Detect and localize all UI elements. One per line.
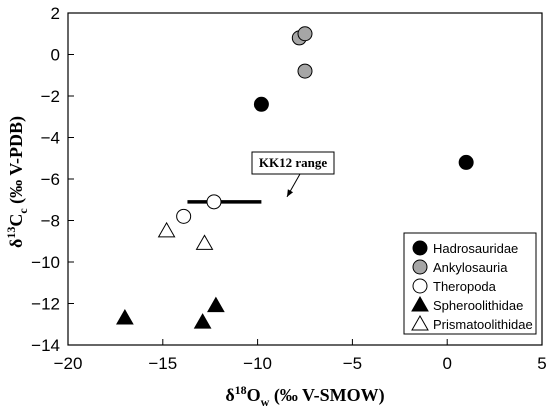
legend-label-spheroolithidae: Spheroolithidae	[433, 298, 523, 313]
x-tick-label: 0	[442, 354, 451, 373]
y-axis-title-suffix: (‰ V-PDB)	[6, 116, 27, 208]
axis-ticks: −20 −15 −10 −5 0 5 2 0 −2 −4 −6 −8 −10 −12 −14	[31, 4, 547, 373]
y-tick-label: −2	[41, 87, 60, 106]
y-tick-label: 0	[51, 46, 60, 65]
legend-label-prismatoolithidae: Prismatoolithidae	[433, 317, 533, 332]
legend-label-ankylosauria: Ankylosauria	[433, 260, 508, 275]
y-axis-title-main: C	[6, 214, 26, 227]
y-axis-title-sub: c	[16, 208, 30, 214]
theropoda-point	[176, 208, 192, 224]
x-axis-title-main: O	[247, 385, 261, 405]
prismatoolithidae-point	[195, 234, 214, 250]
legend-marker-ankylosauria	[412, 259, 428, 275]
x-tick-label: −20	[54, 354, 83, 373]
legend-marker-theropoda	[412, 278, 428, 294]
prismatoolithidae-point	[157, 221, 176, 238]
x-tick-label: 5	[537, 354, 546, 373]
y-axis-title: δ13Cc (‰ V-PDB)	[4, 116, 30, 248]
kk12-range-label-box	[251, 151, 335, 175]
y-tick-label: −8	[41, 212, 60, 231]
y-tick-label: −4	[41, 129, 60, 148]
x-tick-label: −10	[243, 354, 272, 373]
y-tick-label: −10	[31, 253, 60, 272]
ankylosauria-point	[297, 26, 313, 42]
kk12-range-annotation: KK12 range	[187, 151, 335, 204]
x-axis-title-prefix: δ	[225, 385, 234, 405]
y-tick-label: −6	[41, 170, 60, 189]
x-axis-title-sub: w	[261, 395, 270, 409]
y-tick-label: −14	[31, 336, 60, 355]
x-tick-label: −5	[343, 354, 362, 373]
legend-label-theropoda: Theropoda	[433, 279, 497, 294]
y-axis-title-prefix: δ	[6, 239, 26, 248]
legend-marker-spheroolithidae	[411, 295, 429, 312]
x-axis-title-suffix: (‰ V-SMOW)	[269, 385, 384, 406]
y-tick-label: 2	[51, 4, 60, 23]
kk12-range-arrowhead	[287, 189, 294, 197]
ankylosauria-point	[297, 63, 313, 79]
hadrosauridae-point	[458, 154, 474, 170]
legend-label-hadrosauridae: Hadrosauridae	[433, 241, 518, 256]
y-tick-label: −12	[31, 295, 60, 314]
legend-marker-prismatoolithidae	[411, 314, 429, 331]
x-axis-title: δ18Ow (‰ V-SMOW)	[225, 383, 384, 409]
spheroolithidae-point	[207, 296, 225, 313]
data-points	[116, 26, 474, 329]
kk12-range-label: KK12 range	[259, 155, 327, 170]
spheroolithidae-point	[193, 313, 212, 329]
theropoda-point	[206, 194, 222, 210]
legend: Hadrosauridae Ankylosauria Theropoda Sphero…	[403, 232, 537, 335]
x-axis-title-sup: 18	[235, 383, 247, 397]
spheroolithidae-point	[116, 309, 134, 325]
hadrosauridae-point	[253, 96, 269, 112]
x-tick-label: −15	[148, 354, 177, 373]
y-axis-title-sup: 13	[4, 227, 18, 239]
legend-marker-hadrosauridae	[412, 240, 428, 256]
